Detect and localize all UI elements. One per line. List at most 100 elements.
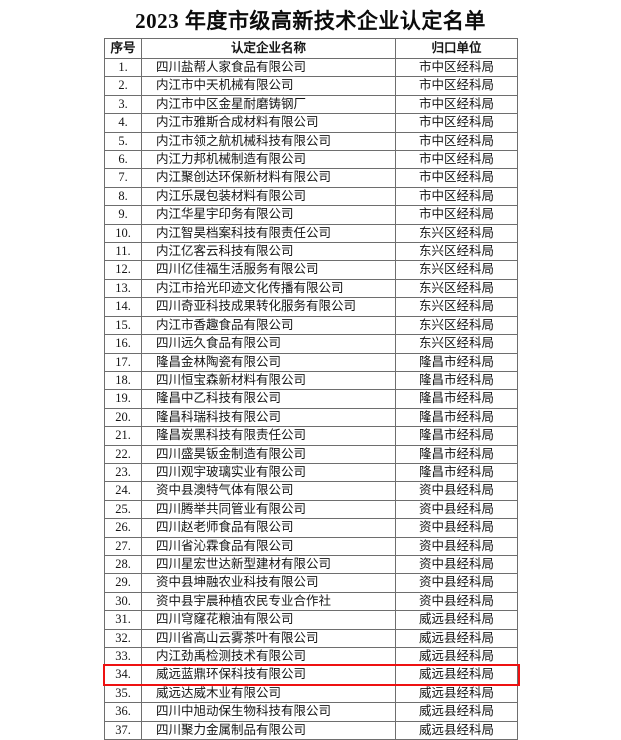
cell-company-name: 四川穹窿花粮油有限公司 [141, 610, 396, 630]
cell-unit: 资中县经科局 [395, 481, 518, 501]
table-row: 28. 四川星宏世达新型建材有限公司 资中县经科局 [104, 554, 518, 575]
cell-index: 24. [104, 481, 142, 501]
cell-company-name: 内江乐晟包装材料有限公司 [141, 186, 396, 207]
table-row: 17. 隆昌金林陶瓷有限公司 隆昌市经科局 [104, 352, 518, 372]
table-row: 20. 隆昌科瑞科技有限公司 隆昌市经科局 [104, 407, 518, 428]
cell-index: 18. [104, 370, 142, 391]
cell-index: 4. [104, 113, 142, 133]
cell-index: 22. [104, 444, 142, 464]
table-row: 21. 隆昌炭黑科技有限责任公司 隆昌市经科局 [104, 426, 518, 446]
table-row: 24. 资中县澳特气体有限公司 资中县经科局 [104, 481, 518, 501]
cell-company-name: 内江市中区金星耐磨铸钢厂 [141, 94, 396, 115]
cell-company-name: 威远蓝鼎环保科技有限公司 [141, 665, 396, 685]
cell-unit: 隆昌市经科局 [395, 370, 518, 391]
cell-unit: 隆昌市经科局 [395, 352, 518, 372]
cell-index: 30. [104, 591, 142, 612]
cell-index: 36. [104, 702, 142, 722]
cell-index: 14. [104, 297, 142, 317]
company-list-table-wrapper: 序号 认定企业名称 归口单位 1. 四川盐帮人家食品有限公司 市中区经科局 2. 内江市… [103, 38, 520, 740]
cell-unit: 资中县经科局 [395, 573, 518, 593]
table-row: 9. 内江华星宇印务有限公司 市中区经科局 [104, 205, 518, 225]
cell-unit: 威远县经科局 [395, 628, 518, 649]
cell-company-name: 四川中旭动保生物科技有限公司 [141, 702, 396, 722]
cell-index: 13. [104, 278, 142, 299]
cell-company-name: 四川恒宝森新材料有限公司 [141, 370, 396, 391]
table-row: 22. 四川盛昊钣金制造有限公司 隆昌市经科局 [104, 444, 518, 464]
cell-company-name: 四川聚力金属制品有限公司 [141, 720, 396, 740]
cell-index: 2. [104, 76, 142, 96]
cell-unit: 资中县经科局 [395, 518, 518, 538]
cell-company-name: 内江市拾光印迹文化传播有限公司 [141, 278, 396, 299]
company-list-table: 序号 认定企业名称 归口单位 1. 四川盐帮人家食品有限公司 市中区经科局 2. 内江市… [104, 38, 518, 740]
cell-index: 21. [104, 426, 142, 446]
cell-unit: 威远县经科局 [395, 702, 518, 722]
cell-index: 1. [104, 57, 142, 78]
cell-company-name: 威远达威木业有限公司 [141, 683, 396, 704]
table-row: 27. 四川省沁霖食品有限公司 资中县经科局 [104, 536, 518, 556]
cell-index: 28. [104, 554, 142, 575]
table-row: 13. 内江市拾光印迹文化传播有限公司 东兴区经科局 [104, 278, 518, 299]
cell-unit: 资中县经科局 [395, 591, 518, 612]
cell-index: 6. [104, 150, 142, 170]
table-body: 1. 四川盐帮人家食品有限公司 市中区经科局 2. 内江市中天机械有限公司 市中区经科局 3… [104, 57, 518, 740]
cell-company-name: 四川省高山云雾茶叶有限公司 [141, 628, 396, 649]
cell-company-name: 资中县澳特气体有限公司 [141, 481, 396, 501]
cell-company-name: 隆昌科瑞科技有限公司 [141, 407, 396, 428]
cell-unit: 市中区经科局 [395, 113, 518, 133]
table-row: 30. 资中县宇晨种植农民专业合作社 资中县经科局 [104, 591, 518, 612]
cell-unit: 威远县经科局 [395, 720, 518, 740]
cell-unit: 市中区经科局 [395, 168, 518, 188]
cell-company-name: 隆昌炭黑科技有限责任公司 [141, 426, 396, 446]
cell-index: 19. [104, 389, 142, 409]
cell-company-name: 内江亿客云科技有限公司 [141, 242, 396, 262]
cell-index: 31. [104, 610, 142, 630]
cell-company-name: 内江智昊档案科技有限责任公司 [141, 223, 396, 244]
table-row: 23. 四川观宇玻璃实业有限公司 隆昌市经科局 [104, 462, 518, 483]
cell-company-name: 隆昌金林陶瓷有限公司 [141, 352, 396, 372]
table-row: 7. 内江聚创达环保新材料有限公司 市中区经科局 [104, 168, 518, 188]
cell-company-name: 资中县坤融农业科技有限公司 [141, 573, 396, 593]
cell-unit: 隆昌市经科局 [395, 426, 518, 446]
cell-index: 8. [104, 186, 142, 207]
cell-unit: 威远县经科局 [395, 646, 518, 667]
cell-index: 23. [104, 462, 142, 483]
cell-unit: 隆昌市经科局 [395, 389, 518, 409]
cell-unit: 市中区经科局 [395, 150, 518, 170]
cell-index: 34. [104, 665, 142, 685]
cell-company-name: 四川远久食品有限公司 [141, 334, 396, 354]
cell-company-name: 四川赵老师食品有限公司 [141, 518, 396, 538]
cell-company-name: 四川盛昊钣金制造有限公司 [141, 444, 396, 464]
cell-index: 29. [104, 573, 142, 593]
cell-index: 20. [104, 407, 142, 428]
cell-company-name: 四川星宏世达新型建材有限公司 [141, 554, 396, 575]
cell-company-name: 内江市领之航机械科技有限公司 [141, 131, 396, 152]
cell-unit: 威远县经科局 [395, 665, 518, 685]
table-row: 25. 四川腾举共同管业有限公司 资中县经科局 [104, 499, 518, 520]
cell-company-name: 内江市雅斯合成材料有限公司 [141, 113, 396, 133]
table-row: 32. 四川省高山云雾茶叶有限公司 威远县经科局 [104, 628, 518, 649]
cell-index: 5. [104, 131, 142, 152]
cell-unit: 资中县经科局 [395, 499, 518, 520]
cell-unit: 东兴区经科局 [395, 260, 518, 280]
cell-company-name: 内江力邦机械制造有限公司 [141, 150, 396, 170]
cell-unit: 东兴区经科局 [395, 278, 518, 299]
cell-unit: 市中区经科局 [395, 186, 518, 207]
table-row: 36. 四川中旭动保生物科技有限公司 威远县经科局 [104, 702, 518, 722]
cell-company-name: 内江华星宇印务有限公司 [141, 205, 396, 225]
cell-unit: 隆昌市经科局 [395, 444, 518, 464]
cell-index: 12. [104, 260, 142, 280]
table-header-row: 序号 认定企业名称 归口单位 [104, 38, 518, 59]
cell-index: 3. [104, 94, 142, 115]
cell-unit: 威远县经科局 [395, 683, 518, 704]
table-row: 26. 四川赵老师食品有限公司 资中县经科局 [104, 518, 518, 538]
cell-index: 27. [104, 536, 142, 556]
table-row: 18. 四川恒宝森新材料有限公司 隆昌市经科局 [104, 370, 518, 391]
cell-unit: 市中区经科局 [395, 76, 518, 96]
table-row: 37. 四川聚力金属制品有限公司 威远县经科局 [104, 720, 518, 740]
cell-company-name: 四川省沁霖食品有限公司 [141, 536, 396, 556]
cell-company-name: 四川奇亚科技成果转化服务有限公司 [141, 297, 396, 317]
table-row: 10. 内江智昊档案科技有限责任公司 东兴区经科局 [104, 223, 518, 244]
cell-unit: 威远县经科局 [395, 610, 518, 630]
table-row: 14. 四川奇亚科技成果转化服务有限公司 东兴区经科局 [104, 297, 518, 317]
cell-unit: 市中区经科局 [395, 94, 518, 115]
